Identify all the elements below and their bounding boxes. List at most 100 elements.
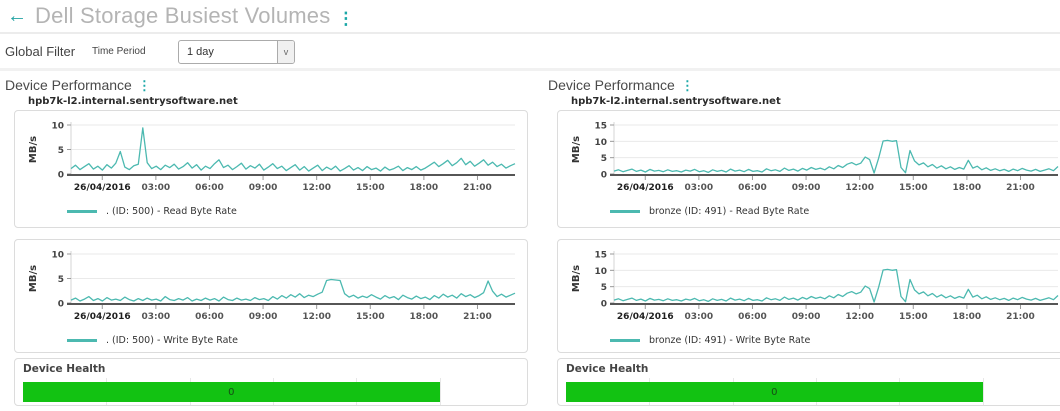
back-arrow-icon[interactable]: ← [7, 5, 27, 27]
svg-text:MB/s: MB/s [28, 265, 39, 292]
title-menu-dots-icon[interactable]: ⋮ [337, 8, 355, 28]
svg-text:26/04/2016: 26/04/2016 [617, 183, 674, 193]
chart-legend[interactable]: . (ID: 500) - Write Byte Rate [67, 335, 519, 346]
device-health-chart[interactable]: 0 [23, 378, 441, 405]
device-health-label: Device Health [566, 363, 649, 375]
chart-legend[interactable]: bronze (ID: 491) - Read Byte Rate [610, 206, 1060, 217]
legend-line-icon [610, 339, 640, 342]
svg-text:15:00: 15:00 [899, 312, 928, 322]
svg-text:10: 10 [51, 251, 64, 261]
legend-line-icon [67, 210, 97, 213]
svg-text:0: 0 [601, 171, 607, 181]
svg-text:18:00: 18:00 [953, 312, 982, 322]
svg-text:10: 10 [594, 267, 607, 277]
header-divider [0, 32, 1060, 34]
svg-text:15:00: 15:00 [356, 312, 385, 322]
health-value: 0 [228, 386, 235, 398]
section-title: Device Performance [5, 77, 132, 93]
svg-text:21:00: 21:00 [463, 312, 492, 322]
legend-label: bronze (ID: 491) - Read Byte Rate [649, 206, 810, 217]
svg-text:15: 15 [594, 122, 607, 132]
chevron-down-icon[interactable]: v [277, 41, 294, 63]
global-filter-label: Global Filter [5, 44, 76, 59]
svg-text:12:00: 12:00 [845, 312, 874, 322]
svg-text:21:00: 21:00 [1006, 312, 1035, 322]
svg-text:5: 5 [58, 146, 64, 156]
legend-label: . (ID: 500) - Read Byte Rate [106, 206, 237, 217]
device-health-card: Device Health 0 [557, 358, 1060, 406]
hostname-label: hpb7k-l2.internal.sentrysoftware.net [28, 96, 238, 107]
legend-line-icon [67, 339, 97, 342]
section-title: Device Performance [548, 77, 675, 93]
write-rate-chart-card: 0 5 10 MB/s 26/04/2016 03:00 06:00 09:00 12:00 15… [14, 239, 528, 353]
svg-text:09:00: 09:00 [792, 183, 821, 193]
svg-text:MB/s: MB/s [571, 136, 582, 163]
svg-text:15:00: 15:00 [356, 183, 385, 193]
read-rate-chart-card: 0 5 10 15 MB/s 26/04/2016 03:00 06:00 09:00 12:00… [557, 110, 1060, 228]
svg-text:18:00: 18:00 [953, 183, 982, 193]
section-menu-dots-icon[interactable]: ⋮ [680, 78, 694, 93]
page-title: Dell Storage Busiest Volumes [35, 3, 331, 28]
svg-text:21:00: 21:00 [463, 183, 492, 193]
svg-text:06:00: 06:00 [738, 312, 767, 322]
svg-text:5: 5 [58, 275, 64, 285]
time-period-select[interactable]: 1 day v [178, 40, 295, 64]
read-rate-chart[interactable]: 0 5 10 MB/s 26/04/2016 03:00 06:00 09:00 12:00 15… [23, 116, 519, 203]
gridline [439, 378, 441, 405]
svg-text:06:00: 06:00 [195, 312, 224, 322]
svg-text:06:00: 06:00 [195, 183, 224, 193]
svg-text:09:00: 09:00 [792, 312, 821, 322]
svg-text:10: 10 [51, 122, 64, 132]
svg-text:0: 0 [601, 300, 607, 310]
svg-text:15:00: 15:00 [899, 183, 928, 193]
svg-text:06:00: 06:00 [738, 183, 767, 193]
write-rate-chart[interactable]: 0 5 10 15 MB/s 26/04/2016 03:00 06:00 09:00 12:00… [566, 245, 1060, 332]
svg-text:03:00: 03:00 [142, 183, 171, 193]
svg-text:18:00: 18:00 [410, 183, 439, 193]
chart-legend[interactable]: . (ID: 500) - Read Byte Rate [67, 206, 519, 217]
svg-text:03:00: 03:00 [685, 183, 714, 193]
legend-label: bronze (ID: 491) - Write Byte Rate [649, 335, 811, 346]
time-period-label: Time Period [92, 46, 146, 57]
svg-text:0: 0 [58, 171, 64, 181]
section-menu-dots-icon[interactable]: ⋮ [137, 78, 151, 93]
svg-text:26/04/2016: 26/04/2016 [74, 183, 131, 193]
svg-text:15: 15 [594, 251, 607, 261]
device-health-chart[interactable]: 0 [566, 378, 984, 405]
section-header: Device Performance ⋮ [548, 77, 1060, 93]
svg-text:5: 5 [601, 283, 607, 293]
read-rate-chart[interactable]: 0 5 10 15 MB/s 26/04/2016 03:00 06:00 09:00 12:00… [566, 116, 1060, 203]
device-performance-panel-left: Device Performance ⋮ hpb7k-l2.internal.s… [0, 72, 540, 411]
svg-text:12:00: 12:00 [302, 183, 331, 193]
health-value: 0 [771, 386, 778, 398]
legend-label: . (ID: 500) - Write Byte Rate [106, 335, 239, 346]
time-period-value: 1 day [187, 46, 214, 58]
device-health-card: Device Health 0 [14, 358, 528, 406]
device-performance-panel-right: Device Performance ⋮ hpb7k-l2.internal.s… [543, 72, 1060, 411]
svg-text:26/04/2016: 26/04/2016 [74, 312, 131, 322]
write-rate-chart[interactable]: 0 5 10 MB/s 26/04/2016 03:00 06:00 09:00 12:00 15… [23, 245, 519, 332]
svg-text:03:00: 03:00 [685, 312, 714, 322]
health-status-bar[interactable]: 0 [23, 382, 440, 402]
section-header: Device Performance ⋮ [5, 77, 540, 93]
chart-legend[interactable]: bronze (ID: 491) - Write Byte Rate [610, 335, 1060, 346]
svg-text:5: 5 [601, 154, 607, 164]
write-rate-chart-card: 0 5 10 15 MB/s 26/04/2016 03:00 06:00 09:00 12:00… [557, 239, 1060, 353]
svg-text:12:00: 12:00 [302, 312, 331, 322]
device-health-label: Device Health [23, 363, 106, 375]
svg-text:10: 10 [594, 138, 607, 148]
svg-text:26/04/2016: 26/04/2016 [617, 312, 674, 322]
health-status-bar[interactable]: 0 [566, 382, 983, 402]
filter-divider [0, 68, 1060, 71]
svg-text:21:00: 21:00 [1006, 183, 1035, 193]
svg-text:09:00: 09:00 [249, 312, 278, 322]
svg-text:MB/s: MB/s [28, 136, 39, 163]
svg-text:09:00: 09:00 [249, 183, 278, 193]
page-header: ← Dell Storage Busiest Volumes ⋮ [0, 0, 1060, 32]
svg-text:MB/s: MB/s [571, 265, 582, 292]
read-rate-chart-card: 0 5 10 MB/s 26/04/2016 03:00 06:00 09:00 12:00 15… [14, 110, 528, 228]
svg-text:12:00: 12:00 [845, 183, 874, 193]
svg-text:03:00: 03:00 [142, 312, 171, 322]
svg-text:18:00: 18:00 [410, 312, 439, 322]
svg-text:0: 0 [58, 300, 64, 310]
